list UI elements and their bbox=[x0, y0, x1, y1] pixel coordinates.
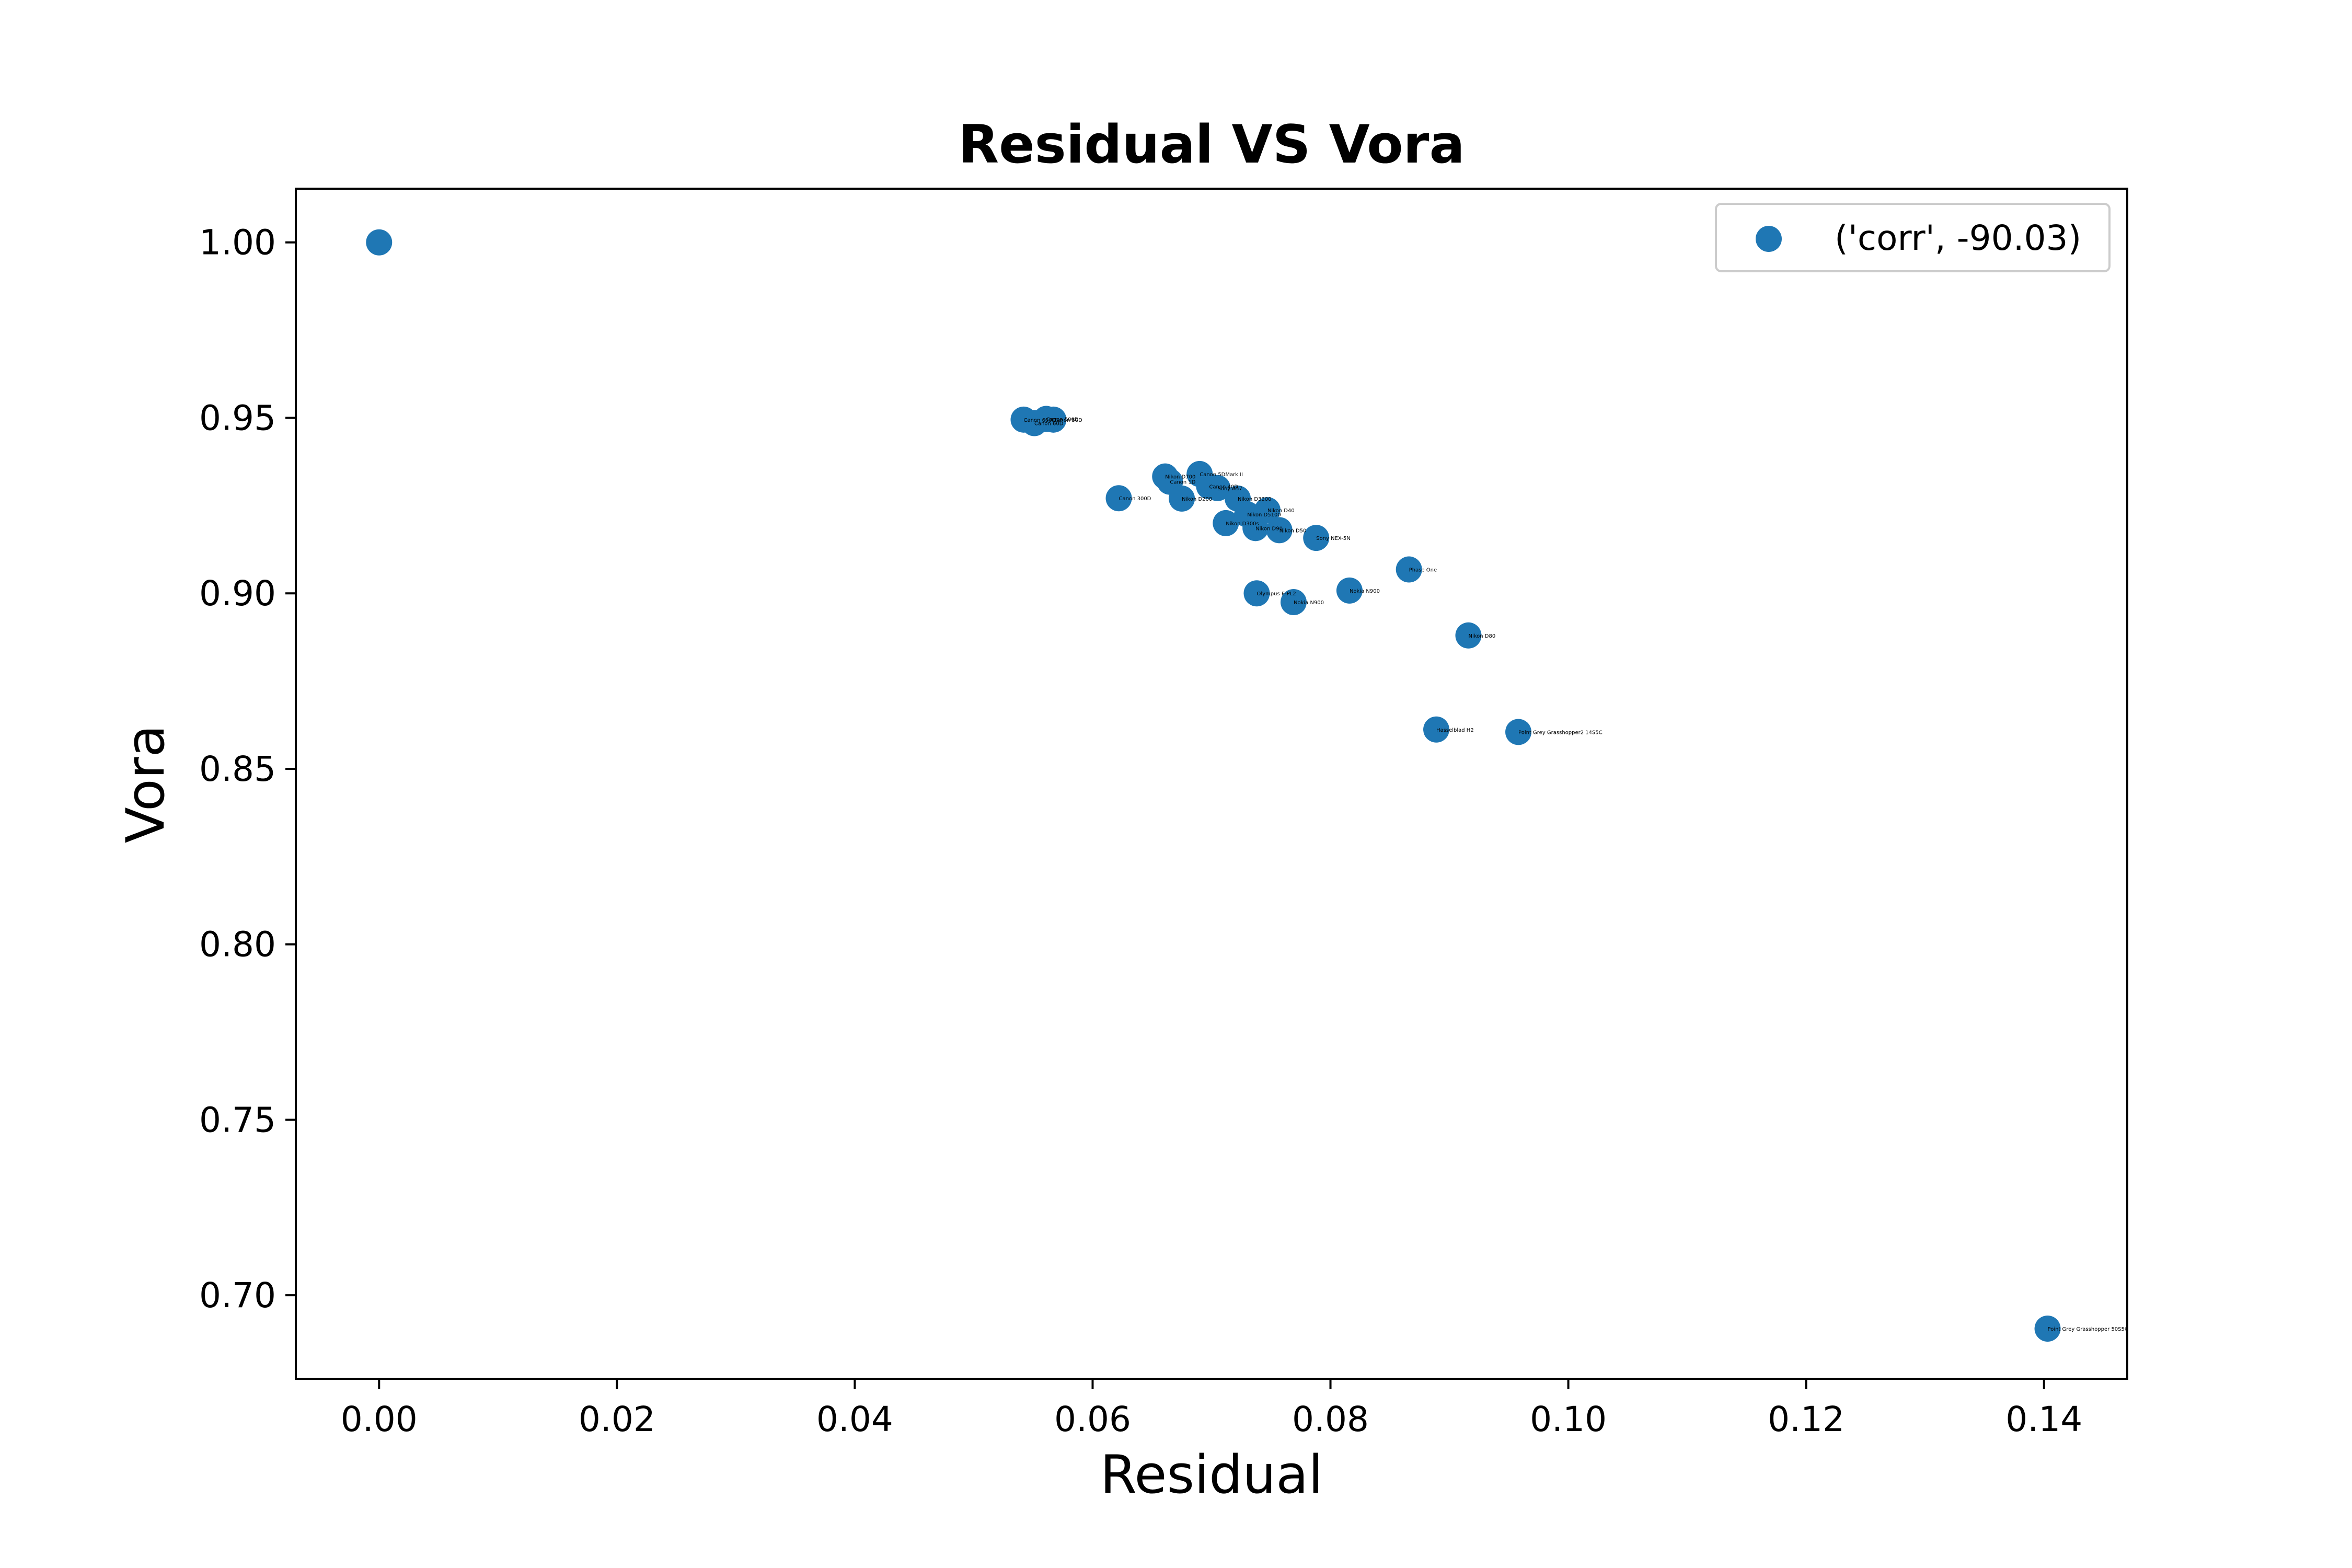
y-tick-label: 0.85 bbox=[199, 749, 276, 789]
data-point bbox=[1105, 485, 1132, 512]
x-tick-label: 0.06 bbox=[1054, 1399, 1131, 1439]
point-label: Canon 60D bbox=[1034, 421, 1064, 427]
data-point bbox=[1213, 510, 1239, 536]
point-label: Nikon D700 bbox=[1165, 475, 1195, 480]
point-label: Canon 50D bbox=[1053, 418, 1082, 423]
point-label: Nikon D5100 bbox=[1247, 512, 1281, 518]
point-label: Nokia N900 bbox=[1350, 589, 1380, 594]
data-point bbox=[1243, 580, 1270, 607]
data-point bbox=[1169, 485, 1195, 512]
y-tick-label: 0.70 bbox=[199, 1275, 276, 1316]
legend-label: ('corr', -90.03) bbox=[1835, 218, 2081, 258]
point-label: Nikon D90 bbox=[1255, 526, 1283, 532]
point-label: Sony NEX-5N bbox=[1316, 536, 1351, 541]
y-axis: 0.70 0.75 0.80 0.85 0.90 0.95 1.00 bbox=[199, 223, 296, 1316]
x-tick-label: 0.00 bbox=[341, 1399, 418, 1439]
y-tick-label: 0.95 bbox=[199, 398, 276, 438]
point-label: Nikon D40 bbox=[1267, 508, 1295, 514]
x-tick-label: 0.08 bbox=[1292, 1399, 1369, 1439]
y-axis-label: Vora bbox=[114, 725, 176, 843]
point-label: Nikon D80 bbox=[1468, 633, 1495, 639]
x-tick-label: 0.10 bbox=[1530, 1399, 1607, 1439]
point-label: Canon 500D bbox=[1046, 417, 1079, 422]
point-label: Canon 40D bbox=[1209, 484, 1238, 490]
x-tick-label: 0.02 bbox=[579, 1399, 655, 1439]
y-tick-label: 0.90 bbox=[199, 573, 276, 614]
chart-title: Residual VS Vora bbox=[958, 113, 1465, 175]
data-point bbox=[1266, 517, 1293, 544]
data-point bbox=[1455, 622, 1482, 649]
legend-marker bbox=[1756, 226, 1782, 252]
point-label: Canon 600D bbox=[1023, 418, 1056, 423]
point-label: Nokia N900 bbox=[1294, 600, 1324, 606]
x-tick-label: 0.14 bbox=[2005, 1399, 2082, 1439]
data-point bbox=[366, 229, 393, 256]
y-tick-label: 0.80 bbox=[199, 925, 276, 965]
x-axis-label: Residual bbox=[1100, 1444, 1323, 1505]
x-tick-label: 0.04 bbox=[816, 1399, 893, 1439]
scatter-points bbox=[366, 229, 2061, 1342]
y-tick-label: 0.75 bbox=[199, 1100, 276, 1140]
point-label: Canon 1D bbox=[1170, 480, 1195, 486]
data-point bbox=[1423, 716, 1450, 743]
point-label: Nikon D300s bbox=[1226, 521, 1259, 527]
data-point bbox=[1254, 497, 1281, 524]
point-label: Point Grey Grasshopper 50S5C bbox=[2048, 1327, 2128, 1332]
x-axis: 0.00 0.02 0.04 0.06 0.08 0.10 0.12 0.14 bbox=[341, 1379, 2082, 1439]
legend: ('corr', -90.03) bbox=[1715, 203, 2111, 272]
point-label: Olympus E-PL2 bbox=[1256, 591, 1296, 597]
point-label: Nikon D200 bbox=[1182, 497, 1212, 502]
data-point bbox=[1204, 475, 1231, 501]
data-point bbox=[1505, 719, 1532, 745]
x-tick-label: 0.12 bbox=[1768, 1399, 1844, 1439]
point-label: Hasselblad H2 bbox=[1436, 728, 1474, 733]
plot-area bbox=[295, 188, 2128, 1380]
data-point bbox=[1040, 406, 1067, 433]
point-label: Nikon D3200 bbox=[1238, 497, 1271, 502]
data-point bbox=[1303, 525, 1330, 551]
legend-box bbox=[1715, 203, 2111, 272]
point-label: Sony A57 bbox=[1217, 486, 1242, 492]
point-label: Nikon D50 bbox=[1279, 528, 1307, 534]
point-label: Canon 5DMark II bbox=[1200, 472, 1243, 478]
data-point bbox=[1336, 577, 1363, 604]
point-label: Phase One bbox=[1409, 568, 1437, 573]
y-tick-label: 1.00 bbox=[199, 223, 276, 263]
data-point bbox=[1280, 589, 1307, 616]
data-point bbox=[2034, 1315, 2061, 1342]
data-point bbox=[1396, 556, 1422, 583]
point-label: Canon 300D bbox=[1119, 496, 1151, 502]
point-label: Point Grey Grasshopper2 14S5C bbox=[1518, 730, 1602, 735]
